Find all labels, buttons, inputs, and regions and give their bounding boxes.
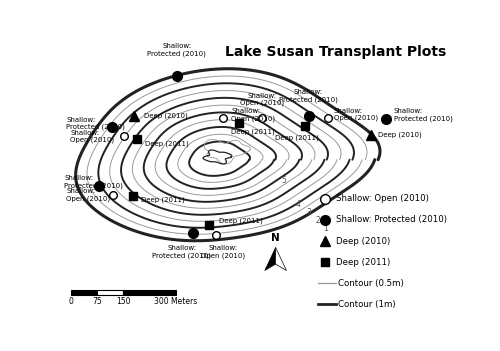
Text: Shallow:
Protected (2010): Shallow: Protected (2010) [66,117,125,131]
Polygon shape [276,247,286,271]
Text: Deep (2010): Deep (2010) [378,131,422,138]
Text: 3: 3 [306,208,311,217]
Text: Shallow: Open (2010): Shallow: Open (2010) [336,194,428,203]
Text: Shallow:
Open (2010): Shallow: Open (2010) [231,108,275,122]
Bar [124,290,176,295]
Text: Shallow:
Protected (2010): Shallow: Protected (2010) [64,176,124,189]
Text: 5: 5 [281,176,286,185]
Text: Deep (2011): Deep (2011) [144,140,188,147]
Text: Shallow:
Open (2010): Shallow: Open (2010) [240,93,284,106]
Text: Shallow:
Open (2010): Shallow: Open (2010) [201,245,246,259]
Text: Shallow:
Open (2010): Shallow: Open (2010) [66,188,110,201]
Polygon shape [265,247,276,271]
Text: Contour (1m): Contour (1m) [338,300,396,309]
Text: 150: 150 [116,297,130,306]
Text: Shallow:
Protected (2010): Shallow: Protected (2010) [279,90,338,103]
Text: 300 Meters: 300 Meters [154,297,198,306]
Text: N: N [271,233,280,243]
Text: Deep (2011): Deep (2011) [141,197,184,204]
Bar [71,290,97,295]
Text: 0: 0 [68,297,73,306]
Text: Deep (2010): Deep (2010) [336,237,390,246]
Text: Shallow:
Protected (2010): Shallow: Protected (2010) [152,245,212,259]
Text: Deep (2011): Deep (2011) [220,218,263,224]
Text: 4: 4 [296,200,300,209]
Text: Deep (2011): Deep (2011) [275,134,319,140]
Text: Contour (0.5m): Contour (0.5m) [338,279,404,288]
Text: Deep (2010): Deep (2010) [144,112,188,119]
Text: 75: 75 [92,297,102,306]
Text: Shallow:
Protected (2010): Shallow: Protected (2010) [394,108,452,122]
Text: 1: 1 [323,224,328,233]
Text: Shallow:
Open (2010): Shallow: Open (2010) [334,108,378,121]
Text: Lake Susan Transplant Plots: Lake Susan Transplant Plots [225,45,446,59]
Text: Shallow: Protected (2010): Shallow: Protected (2010) [336,216,446,224]
Text: Shallow:
Protected (2010): Shallow: Protected (2010) [148,44,206,57]
Text: Deep (2011): Deep (2011) [336,258,390,267]
Text: Shallow:
Open (2010): Shallow: Open (2010) [70,130,114,144]
Text: 2: 2 [315,216,320,225]
Bar [97,290,124,295]
Text: Deep (2011): Deep (2011) [231,128,275,135]
